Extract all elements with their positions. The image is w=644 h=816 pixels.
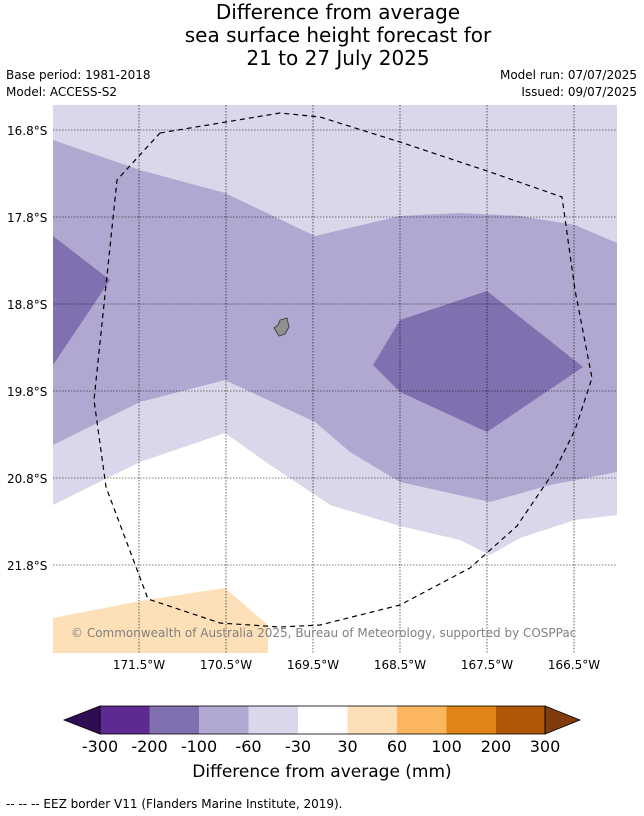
colorbar-segment-minus-30-to-30 [298, 706, 348, 734]
copyright-notice: © Commonwealth of Australia 2025, Bureau… [71, 626, 576, 640]
lon-label-170-5w: 170.5°W [199, 658, 253, 672]
colorbar-tick-60: 60 [386, 737, 408, 756]
lat-label-20-8s: 20.8°S [7, 472, 48, 486]
colorbar-segment-60-to-100 [397, 706, 447, 734]
lat-label-19-8s: 19.8°S [7, 385, 48, 399]
island-land [273, 317, 290, 337]
map-panel: © Commonwealth of Australia 2025, Bureau… [53, 105, 617, 653]
colorbar-tick-minus-30: -30 [284, 737, 312, 756]
eez-border [93, 112, 593, 628]
colorbar-tick-minus-200: -200 [131, 737, 168, 756]
colorbar-tick-minus-60: -60 [235, 737, 262, 756]
colorbar-segment-minus-100-to-60 [199, 706, 249, 734]
title-line-2: sea surface height forecast for [184, 23, 492, 47]
colorbar-tick-minus-100: -100 [180, 737, 218, 756]
colorbar-segment-30-to-60 [347, 706, 397, 734]
colorbar-tick-30: 30 [337, 737, 358, 756]
anomaly-region-minus-200-to-100-east [373, 291, 583, 432]
colorbar-tick-minus-300: -300 [81, 737, 119, 756]
colorbar-tick-200: 200 [480, 737, 512, 756]
eez-legend-note: -- -- -- EEZ border V11 (Flanders Marine… [6, 797, 343, 811]
lon-label-169-5w: 169.5°W [286, 658, 340, 672]
colorbar-extend-high [544, 705, 582, 735]
colorbar-label: Difference from average (mm) [192, 762, 452, 782]
lat-label-21-8s: 21.8°S [7, 559, 48, 573]
lat-label-18-8s: 18.8°S [7, 298, 48, 312]
colorbar-segment-minus-200-to-100 [149, 706, 199, 734]
graticule [53, 105, 617, 653]
base-period: Base period: 1981-2018 [6, 68, 151, 82]
colorbar-tick-100: 100 [431, 737, 462, 756]
colorbar-extend-low [62, 705, 101, 735]
colorbar-tick-300: 300 [529, 737, 561, 756]
anomaly-region-30-to-60 [53, 588, 268, 653]
lat-label-17-8s: 17.8°S [7, 211, 48, 225]
model-run: Model run: 07/07/2025 [499, 68, 637, 82]
colorbar-segment-200-to-300 [496, 706, 545, 734]
colorbar-segment-minus-300-to-200 [100, 706, 150, 734]
lat-label-16-8s: 16.8°S [7, 124, 48, 138]
colorbar [62, 705, 582, 735]
anomaly-region-minus-200-to-100-west [53, 236, 110, 365]
lon-label-171-5w: 171.5°W [112, 658, 166, 672]
lon-label-167-5w: 167.5°W [460, 658, 514, 672]
title-line-3: 21 to 27 July 2025 [246, 46, 430, 70]
colorbar-segment-100-to-200 [446, 706, 496, 734]
colorbar-outline [99, 705, 546, 735]
colorbar-segment-minus-60-to-30 [248, 706, 298, 734]
model-name: Model: ACCESS-S2 [6, 85, 118, 99]
lon-label-168-5w: 168.5°W [373, 658, 427, 672]
title-line-1: Difference from average [215, 0, 461, 24]
lon-label-166-5w: 166.5°W [547, 658, 601, 672]
issued-date: Issued: 09/07/2025 [521, 85, 637, 99]
